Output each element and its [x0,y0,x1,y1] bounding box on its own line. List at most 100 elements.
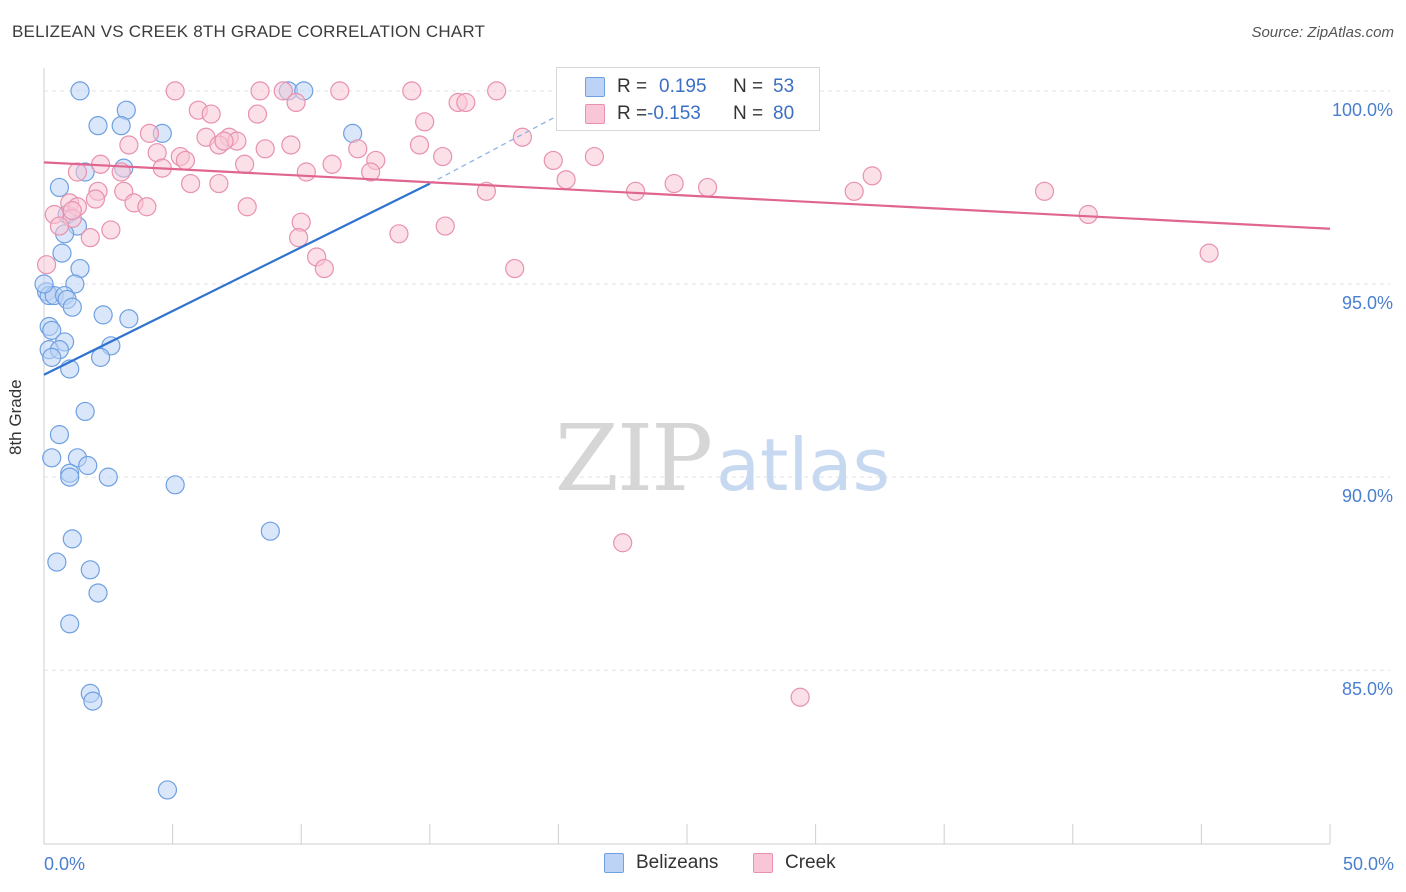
legend-label-belizeans: Belizeans [636,852,719,873]
creek-point [165,81,185,101]
creek-point [625,181,646,201]
creek-point [281,135,301,155]
x-tick-label: 50.0% [1343,854,1394,874]
belizeans-point [93,305,113,325]
belizeans-point [42,320,62,340]
creek-point [314,258,334,279]
x-tick-label: 0.0% [44,854,85,874]
creek-point [237,197,257,217]
belizeans-point [42,347,62,367]
belizeans-point [49,177,70,198]
y-tick-label: 95.0% [1342,293,1393,313]
source-label: Source: ZipAtlas.com [1251,24,1394,41]
creek-point [476,181,496,201]
creek-point [289,228,309,248]
creek-trend-line [43,161,1331,230]
legend-label-creek: Creek [785,852,836,873]
creek-point [119,135,139,155]
stats-box: R = 0.195 N = 53 R = -0.153 N = 80 [556,67,820,131]
belizeans-point [98,467,118,487]
creek-point [664,173,684,194]
belizeans-point [52,243,72,263]
creek-point [487,81,507,101]
belizeans-point [60,467,80,487]
creek-point [409,135,430,155]
belizeans-point [49,425,70,445]
n-label: N = [733,76,764,97]
belizeans-point [42,448,62,468]
creek-point [456,92,476,113]
creek-legend-icon [753,853,773,873]
r-value-creek: -0.153 [647,103,701,124]
creek-point [255,139,275,159]
watermark-atlas: atlas [716,423,890,507]
creek-point [862,166,882,186]
creek-point [247,104,268,124]
creek-point [36,255,57,275]
y-tick-label: 90.0% [1342,486,1393,506]
creek-point [613,533,633,553]
creek-point [67,162,88,182]
belizeans-swatch-icon [585,77,605,97]
belizeans-point [78,455,98,476]
creek-point [415,112,435,132]
creek-point [1034,181,1055,201]
belizeans-point [165,475,185,495]
belizeans-point [88,583,108,603]
creek-point [286,92,306,113]
creek-point [137,197,157,217]
belizeans-point [70,81,90,101]
creek-point [361,162,381,182]
creek-point [402,81,422,101]
creek-swatch-icon [585,104,605,124]
belizeans-legend-icon [604,853,624,873]
belizeans-point [80,560,100,580]
y-tick-label: 85.0% [1342,679,1393,699]
creek-point [512,127,532,147]
creek-point [139,123,160,143]
creek-point [214,131,234,151]
y-tick-label: 100.0% [1332,100,1393,120]
tick-labels: 100.0% 95.0% 90.0% 85.0% 0.0% 50.0% [44,100,1394,874]
belizeans-point [75,401,95,422]
belizeans-point [88,116,108,136]
creek-point [181,173,201,194]
belizeans-point [60,614,80,634]
creek-point [322,154,342,174]
creek-point [697,177,718,198]
creek-point [435,216,455,236]
belizeans-point [62,297,82,317]
creek-point [330,81,350,101]
creek-point [844,181,864,201]
r-label: R = [617,76,648,97]
chart-title: BELIZEAN VS CREEK 8TH GRADE CORRELATION … [12,22,486,41]
belizeans-point [260,521,280,541]
series-belizeans-points [34,81,363,800]
series-creek-points [36,81,1219,707]
n-value-belizeans: 53 [773,76,795,97]
creek-point [389,224,409,244]
watermark-zip: ZIP [555,405,711,512]
creek-point [1199,243,1219,263]
belizeans-point [34,274,54,294]
belizeans-point [62,529,82,549]
creek-point [543,150,563,171]
belizeans-trend-line [43,182,431,376]
creek-point [250,81,270,101]
belizeans-point [157,780,178,800]
creek-point [209,173,229,194]
creek-point [556,170,576,190]
creek-point [49,216,70,236]
creek-point [85,189,106,209]
r-value-belizeans: 0.195 [659,76,707,97]
creek-point [235,154,255,174]
creek-point [101,220,121,240]
belizeans-point [90,347,111,367]
gridlines [44,90,1390,671]
creek-point [348,139,368,159]
creek-point [62,201,82,221]
creek-point [1078,204,1098,225]
creek-point [790,687,810,707]
creek-point [584,146,605,167]
